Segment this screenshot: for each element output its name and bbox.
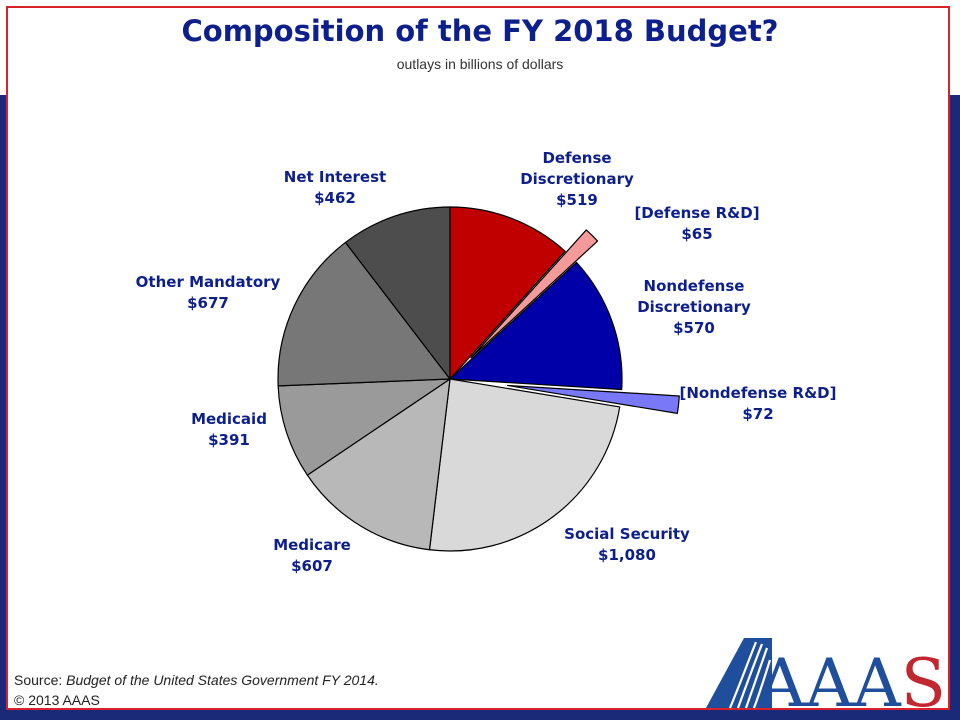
pie-slice-defense	[449, 206, 566, 380]
slice-label-net-interest: Net Interest $462	[284, 168, 386, 207]
pie-slice-medicaid	[277, 378, 451, 476]
slice-label-line: Medicaid	[191, 410, 267, 428]
logo-text-main: AAA	[757, 645, 902, 712]
aaas-logo: AAAS	[706, 638, 946, 712]
slice-label-line: $462	[314, 189, 356, 207]
slice-label-line: $391	[208, 431, 250, 449]
slice-label-line: $607	[291, 557, 333, 575]
pie-slice-medicare	[306, 378, 451, 551]
slice-label-line: Other Mandatory	[136, 273, 281, 291]
slice-label-line: Defense	[542, 149, 611, 167]
chart-title: Composition of the FY 2018 Budget?	[181, 14, 779, 48]
source-title: Budget of the United States Government F…	[66, 672, 379, 688]
pie-slice-net-interest	[344, 206, 451, 380]
pie-slice-other-mandatory	[277, 241, 451, 387]
pie-slice-defense-rd	[470, 229, 599, 359]
slice-label-line: $72	[742, 405, 773, 423]
pie-slice-nondefense-rd	[507, 384, 680, 414]
slice-label-line: [Defense R&D]	[634, 204, 759, 222]
slice-label-medicare: Medicare $607	[273, 536, 351, 575]
slice-label-line: Social Security	[564, 525, 690, 543]
slice-label-line: Medicare	[273, 536, 351, 554]
slice-label-line: Nondefense	[644, 277, 745, 295]
pie-slice-social-security	[428, 378, 621, 552]
slice-label-line: $1,080	[598, 546, 656, 564]
slice-label-line: $570	[673, 319, 715, 337]
slice-label-social-security: Social Security $1,080	[564, 525, 690, 564]
slice-label-defense: Defense Discretionary $519	[520, 149, 634, 209]
slice-label-line: Discretionary	[637, 298, 751, 316]
logo-text-last: S	[901, 645, 946, 712]
slice-label-line: $65	[681, 225, 712, 243]
slice-label-line: Net Interest	[284, 168, 386, 186]
slice-label-medicaid: Medicaid $391	[191, 410, 267, 449]
copyright-note: © 2013 AAAS	[14, 692, 100, 708]
pie-slice-nondefense	[449, 261, 623, 391]
slice-label-other-mandatory: Other Mandatory $677	[136, 273, 281, 312]
aaas-logo-icon	[706, 638, 772, 709]
slice-label-nondefense-rd: [Nondefense R&D] $72	[680, 384, 837, 423]
chart-subtitle: outlays in billions of dollars	[396, 56, 564, 72]
slice-label-line: Discretionary	[520, 170, 634, 188]
source-prefix: Source:	[14, 672, 67, 688]
slice-label-defense-rd: [Defense R&D] $65	[634, 204, 759, 243]
slice-label-line: $677	[187, 294, 229, 312]
aaas-logo-text: AAAS	[757, 645, 946, 712]
slice-label-nondefense: Nondefense Discretionary $570	[637, 277, 751, 337]
slice-label-line: [Nondefense R&D]	[680, 384, 837, 402]
slice-label-line: $519	[556, 191, 598, 209]
source-note: Source: Budget of the United States Gove…	[14, 672, 379, 688]
